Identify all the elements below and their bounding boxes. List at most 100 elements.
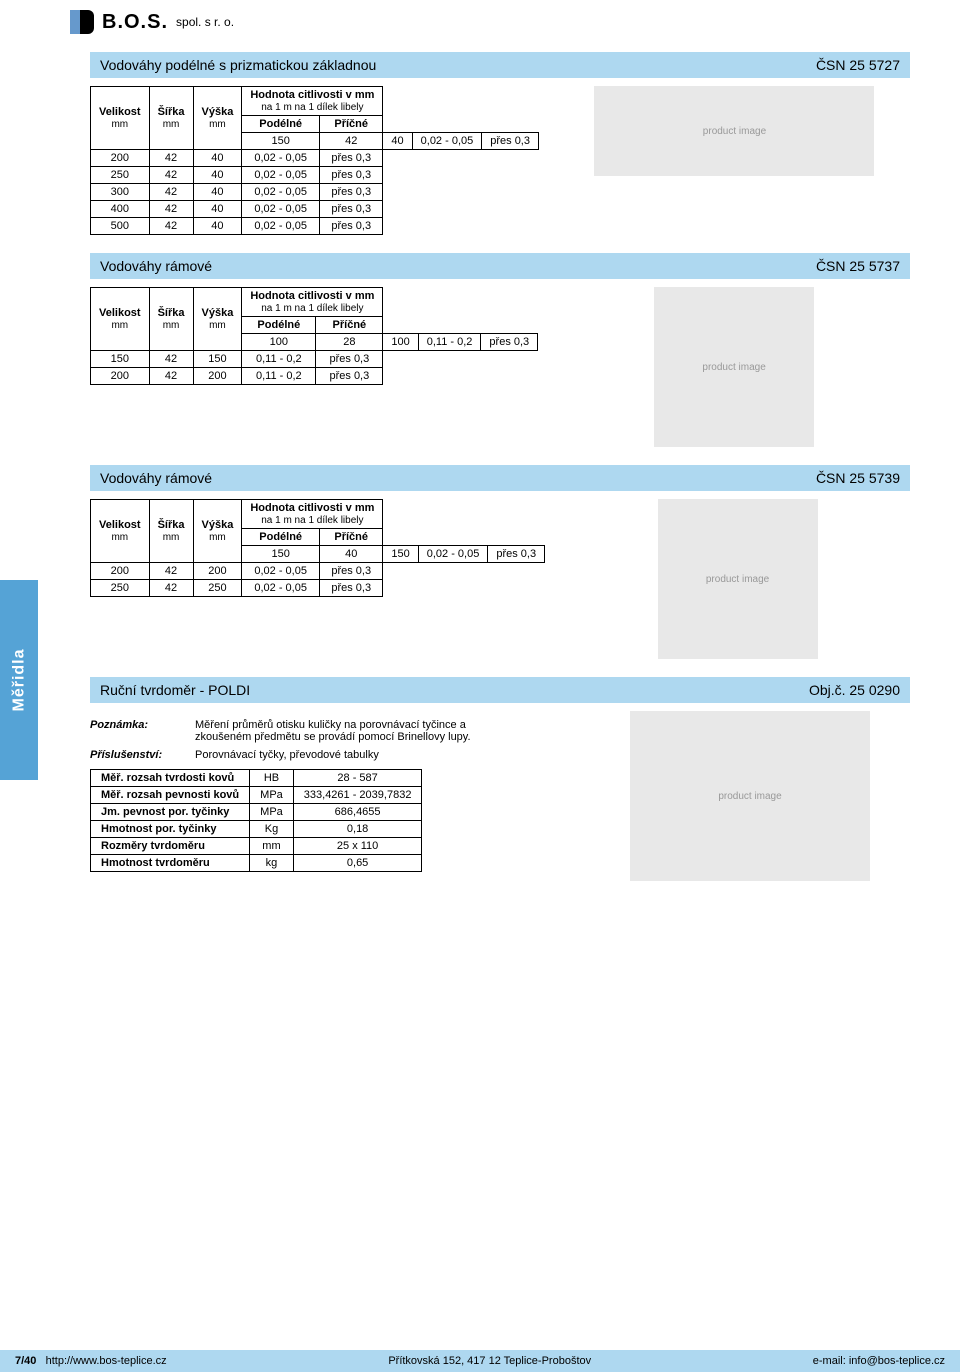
table-cell: 200	[193, 563, 242, 580]
table-cell: 100	[383, 334, 418, 351]
table-row: 50042400,02 - 0,05přes 0,3	[91, 218, 539, 235]
table-cell: 42	[149, 167, 193, 184]
acc-row: Příslušenství: Porovnávací tyčky, převod…	[90, 749, 570, 761]
table-cell: Rozměry tvrdoměru	[91, 838, 250, 855]
table-row: 250422500,02 - 0,05přes 0,3	[91, 580, 545, 597]
table-cell: 150	[242, 133, 320, 150]
section4-left: Poznámka: Měření průměrů otisku kuličky …	[90, 711, 570, 872]
section1-title: Vodováhy podélné s prizmatickou základno…	[100, 57, 376, 73]
table-cell: 0,18	[293, 821, 422, 838]
table-cell: 686,4655	[293, 804, 422, 821]
section3-code: ČSN 25 5739	[816, 470, 900, 486]
page: Měřidla B.O.S. spol. s r. o. Vodováhy po…	[0, 0, 960, 1320]
table-row: 20042400,02 - 0,05přes 0,3	[91, 150, 539, 167]
table-cell: 40	[193, 150, 242, 167]
table-row: 200422000,11 - 0,2přes 0,3	[91, 368, 538, 385]
table-cell: 42	[149, 218, 193, 235]
table-cell: 25 x 110	[293, 838, 422, 855]
logo-bar: B.O.S. spol. s r. o.	[70, 10, 910, 34]
footer-left: 7/40 http://www.bos-teplice.cz	[15, 1355, 167, 1367]
note-label: Poznámka:	[90, 719, 185, 743]
table-cell: přes 0,3	[320, 563, 383, 580]
table-row: 200422000,02 - 0,05přes 0,3	[91, 563, 545, 580]
footer-email-label: e-mail:	[813, 1355, 849, 1367]
section2-content: Velikostmm Šířkamm Výškamm Hodnota citli…	[90, 287, 910, 447]
table-cell: 150	[242, 546, 320, 563]
acc-text: Porovnávací tyčky, převodové tabulky	[195, 749, 379, 761]
table-cell: 0,11 - 0,2	[242, 351, 316, 368]
table-cell: přes 0,3	[320, 201, 383, 218]
side-tab: Měřidla	[0, 580, 38, 780]
section1-header: Vodováhy podélné s prizmatickou základno…	[90, 52, 910, 78]
table-row: 25042400,02 - 0,05přes 0,3	[91, 167, 539, 184]
section1-code: ČSN 25 5727	[816, 57, 900, 73]
table-cell: 200	[193, 368, 242, 385]
section1-table: Velikostmm Šířkamm Výškamm Hodnota citli…	[90, 86, 539, 235]
table-cell: 42	[149, 580, 193, 597]
table-cell: 42	[149, 150, 193, 167]
section2-image-area: product image	[558, 287, 910, 447]
table-cell: 250	[91, 580, 150, 597]
table-cell: 200	[91, 368, 150, 385]
section3-header: Vodováhy rámové ČSN 25 5739	[90, 465, 910, 491]
section3-content: Velikostmm Šířkamm Výškamm Hodnota citli…	[90, 499, 910, 659]
table-cell: přes 0,3	[482, 133, 539, 150]
section3-table: Velikostmm Šířkamm Výškamm Hodnota citli…	[90, 499, 545, 597]
table-cell: 40	[193, 201, 242, 218]
section3-table-area: Velikostmm Šířkamm Výškamm Hodnota citli…	[90, 499, 545, 597]
table-cell: Hmotnost tvrdoměru	[91, 855, 250, 872]
table-cell: 40	[193, 167, 242, 184]
section2-image: product image	[654, 287, 814, 447]
section4-code: Obj.č. 25 0290	[809, 682, 900, 698]
table-cell: kg	[250, 855, 294, 872]
table-row: 30042400,02 - 0,05přes 0,3	[91, 184, 539, 201]
table-row: Jm. pevnost por. tyčinkyMPa686,4655	[91, 804, 422, 821]
section3-image-area: product image	[565, 499, 910, 659]
table-cell: 0,02 - 0,05	[242, 563, 320, 580]
section4-header: Ruční tvrdoměr - POLDI Obj.č. 25 0290	[90, 677, 910, 703]
table-cell: 250	[193, 580, 242, 597]
section1-image-area: product image	[559, 86, 910, 176]
table-row: Rozměry tvrdoměrumm25 x 110	[91, 838, 422, 855]
section2-header: Vodováhy rámové ČSN 25 5737	[90, 253, 910, 279]
footer-url: http://www.bos-teplice.cz	[46, 1355, 167, 1367]
table-cell: Jm. pevnost por. tyčinky	[91, 804, 250, 821]
logo-suffix: spol. s r. o.	[176, 15, 234, 29]
table-cell: 150	[193, 351, 242, 368]
section3-image: product image	[658, 499, 818, 659]
table-cell: 0,65	[293, 855, 422, 872]
table-cell: 0,02 - 0,05	[242, 150, 320, 167]
table-cell: 42	[149, 563, 193, 580]
section2-code: ČSN 25 5737	[816, 258, 900, 274]
table-cell: 0,11 - 0,2	[242, 368, 316, 385]
table-cell: 0,02 - 0,05	[242, 218, 320, 235]
table-cell: 0,11 - 0,2	[418, 334, 481, 351]
table-row: 150421500,11 - 0,2přes 0,3	[91, 351, 538, 368]
table-cell: 400	[91, 201, 150, 218]
table-cell: 0,02 - 0,05	[242, 167, 320, 184]
table-cell: 500	[91, 218, 150, 235]
table-cell: MPa	[250, 787, 294, 804]
section4-props-table: Měř. rozsah tvrdosti kovůHB28 - 587Měř. …	[90, 769, 422, 872]
table-cell: přes 0,3	[481, 334, 538, 351]
logo-brand: B.O.S.	[102, 11, 168, 34]
acc-label: Příslušenství:	[90, 749, 185, 761]
table-cell: 40	[193, 184, 242, 201]
table-cell: 300	[91, 184, 150, 201]
table-cell: 200	[91, 150, 150, 167]
table-cell: Hmotnost por. tyčinky	[91, 821, 250, 838]
section1-content: Velikostmm Šířkamm Výškamm Hodnota citli…	[90, 86, 910, 235]
table-cell: 0,02 - 0,05	[242, 580, 320, 597]
table-cell: mm	[250, 838, 294, 855]
logo-icon	[70, 10, 94, 34]
section2-table-area: Velikostmm Šířkamm Výškamm Hodnota citli…	[90, 287, 538, 385]
table-row: 40042400,02 - 0,05přes 0,3	[91, 201, 539, 218]
table-cell: Měř. rozsah pevnosti kovů	[91, 787, 250, 804]
table-cell: 28 - 587	[293, 770, 422, 787]
table-cell: 0,02 - 0,05	[242, 201, 320, 218]
table-cell: přes 0,3	[488, 546, 545, 563]
table-cell: 40	[320, 546, 383, 563]
table-cell: 150	[383, 546, 418, 563]
footer-email: info@bos-teplice.cz	[849, 1355, 945, 1367]
table-cell: 42	[149, 368, 193, 385]
